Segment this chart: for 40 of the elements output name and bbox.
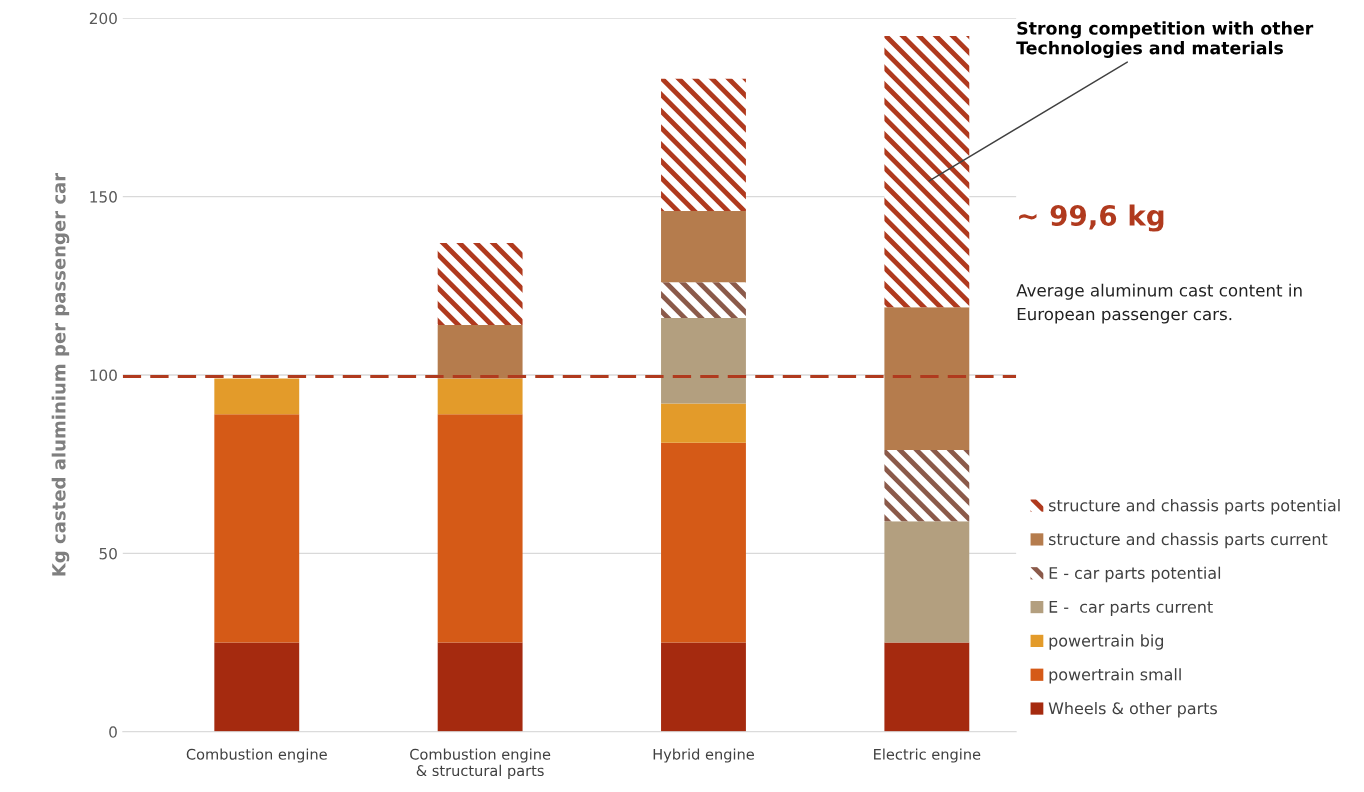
bar xyxy=(437,378,523,415)
bar xyxy=(884,642,970,732)
bar xyxy=(437,642,523,732)
bar xyxy=(661,642,746,732)
y-tick-label: 150 xyxy=(90,191,117,203)
legend-label: structure and chassis parts potential xyxy=(1048,499,1340,515)
legend-label: Wheels & other parts xyxy=(1048,701,1217,718)
bar xyxy=(437,325,523,379)
ref-line-label: ~ 99,6 kg xyxy=(1019,204,1164,232)
y-tick-label: 100 xyxy=(90,369,117,382)
legend-label: structure and chassis parts current xyxy=(1048,532,1328,549)
bar xyxy=(661,78,746,211)
bar xyxy=(661,282,746,318)
legend-label: E - car parts current xyxy=(1049,600,1213,616)
x-tick-label: Electric engine xyxy=(874,748,981,763)
bar xyxy=(437,414,523,643)
y-axis-title: Kg casted aluminium per passenger car xyxy=(51,172,70,576)
bar xyxy=(214,378,300,415)
text: Average aluminum cast content in European passenger cars. xyxy=(1016,283,1302,324)
bar xyxy=(661,317,746,404)
y-tick-label: 200 xyxy=(89,12,117,25)
legend-label: powertrain big xyxy=(1049,634,1164,650)
x-tick-label: Combustion engine & structural parts xyxy=(410,748,551,779)
legend-label: E - car parts potential xyxy=(1049,566,1221,583)
bar xyxy=(884,449,970,522)
bar xyxy=(661,210,746,283)
bar xyxy=(214,642,300,732)
bar xyxy=(884,307,970,450)
bar xyxy=(661,403,746,443)
bar xyxy=(884,36,970,308)
bar xyxy=(437,243,523,326)
y-tick-label: 0 xyxy=(109,726,117,738)
bar xyxy=(661,442,746,643)
bar xyxy=(214,414,300,643)
text: Strong competition with other Technologies and materials xyxy=(1016,21,1314,58)
x-tick-label: Combustion engine xyxy=(186,748,327,763)
bar xyxy=(884,521,970,643)
x-tick-label: Hybrid engine xyxy=(653,748,754,763)
y-tick-label: 50 xyxy=(99,547,117,560)
legend-label: powertrain small xyxy=(1049,668,1181,684)
